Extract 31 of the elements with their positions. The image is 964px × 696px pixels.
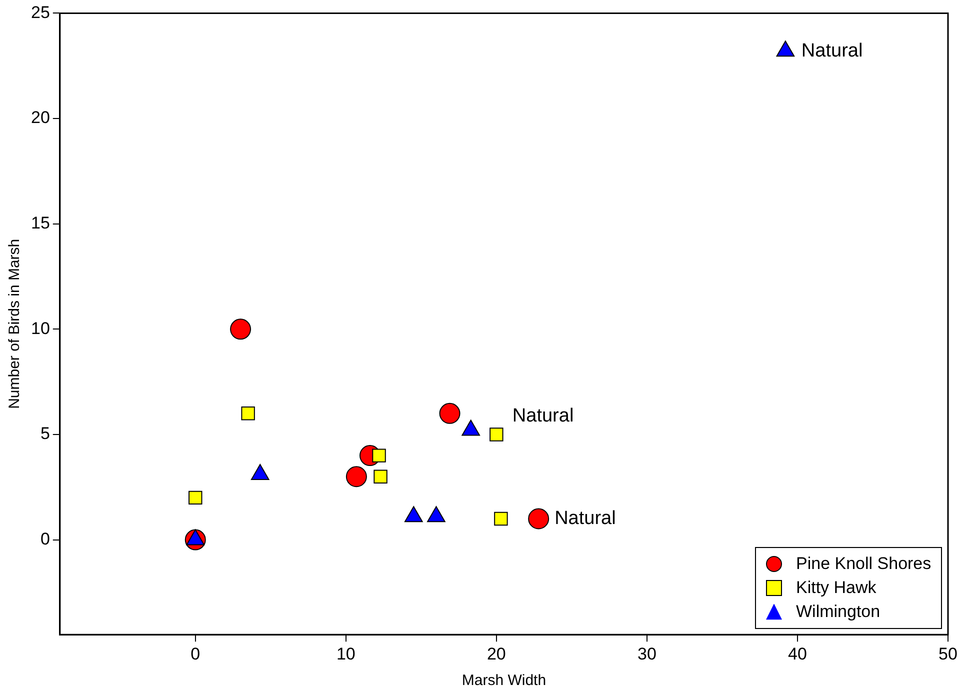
y-tick-label: 5 <box>40 424 50 444</box>
point <box>346 466 367 488</box>
y-tick-label: 0 <box>40 530 50 548</box>
legend-label: Pine Knoll Shores <box>796 554 932 574</box>
point <box>776 40 795 57</box>
y-axis-title: Number of Birds in Marsh <box>6 238 24 409</box>
x-tick-label: 50 <box>938 644 958 664</box>
point <box>374 470 388 484</box>
legend-label: Wilmington <box>796 602 880 622</box>
y-tick-label: 20 <box>30 108 50 128</box>
point <box>528 508 550 530</box>
point <box>188 490 202 505</box>
point <box>494 512 508 526</box>
y-tick-label: 25 <box>30 2 50 22</box>
x-tick-label: 10 <box>336 644 356 664</box>
point <box>241 406 255 420</box>
x-tick-label: 20 <box>486 644 506 664</box>
point <box>490 428 504 442</box>
y-tick-label: 15 <box>30 214 50 233</box>
annotation: Natural <box>512 406 574 427</box>
x-tick-label: 30 <box>637 644 656 664</box>
x-tick-label: 0 <box>190 644 200 664</box>
point <box>439 402 460 424</box>
annotation: Natural <box>801 40 863 62</box>
annotation: Natural <box>554 508 616 529</box>
point <box>372 448 386 462</box>
x-tick-label: 40 <box>788 644 807 664</box>
point <box>230 318 252 340</box>
x-axis-title: Marsh Width <box>462 672 546 690</box>
legend-label: Kitty Hawk <box>796 578 876 598</box>
y-tick-label: 10 <box>30 318 50 338</box>
